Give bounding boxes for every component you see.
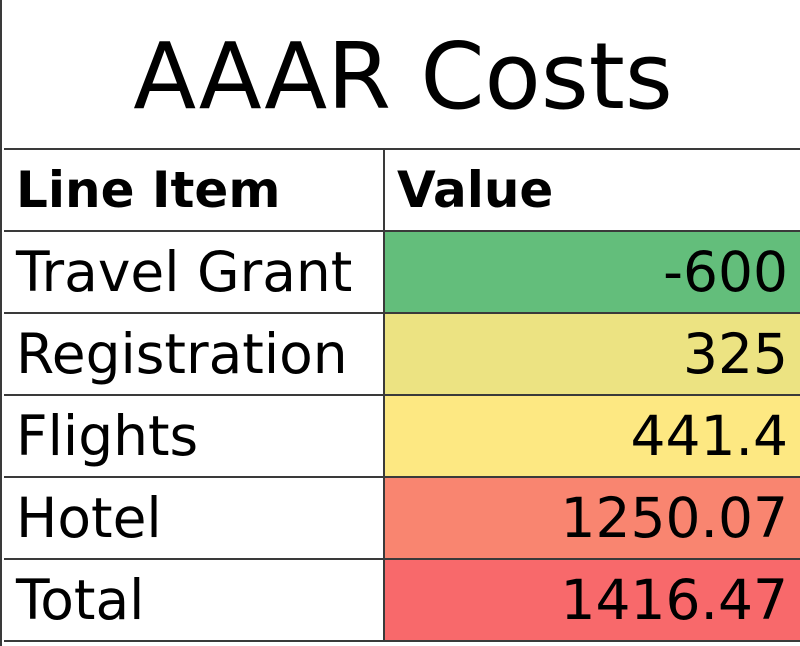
header-line-item-cell[interactable]: Line Item [4,150,385,230]
value-cell[interactable]: 325 [385,314,800,394]
line-item-label: Registration [16,321,348,386]
sheet-title: AAAR Costs [133,23,673,130]
value-text: 1250.07 [560,485,788,550]
header-line-item: Line Item [16,161,281,219]
value-cell[interactable]: 441.4 [385,396,800,476]
value-text: 325 [683,321,788,386]
line-item-cell[interactable]: Travel Grant [4,232,385,312]
value-cell[interactable]: -600 [385,232,800,312]
header-row: Line Item Value [4,150,800,232]
table-row: Travel Grant -600 [4,232,800,314]
value-cell[interactable]: 1250.07 [385,478,800,558]
header-value-cell[interactable]: Value [385,150,800,230]
table-row: Total 1416.47 [4,560,800,642]
line-item-label: Hotel [16,485,162,550]
line-item-cell[interactable]: Total [4,560,385,640]
line-item-cell[interactable]: Flights [4,396,385,476]
line-item-label: Travel Grant [16,239,353,304]
line-item-cell[interactable]: Hotel [4,478,385,558]
value-text: 1416.47 [560,567,788,632]
value-cell[interactable]: 1416.47 [385,560,800,640]
table-row: Flights 441.4 [4,396,800,478]
header-value: Value [397,161,554,219]
line-item-label: Total [16,567,145,632]
line-item-cell[interactable]: Registration [4,314,385,394]
bottom-strip [4,642,800,646]
value-text: -600 [663,239,788,304]
line-item-label: Flights [16,403,199,468]
table-row: Hotel 1250.07 [4,478,800,560]
value-text: 441.4 [630,403,788,468]
title-cell[interactable]: AAAR Costs [4,0,800,150]
table-row: Registration 325 [4,314,800,396]
